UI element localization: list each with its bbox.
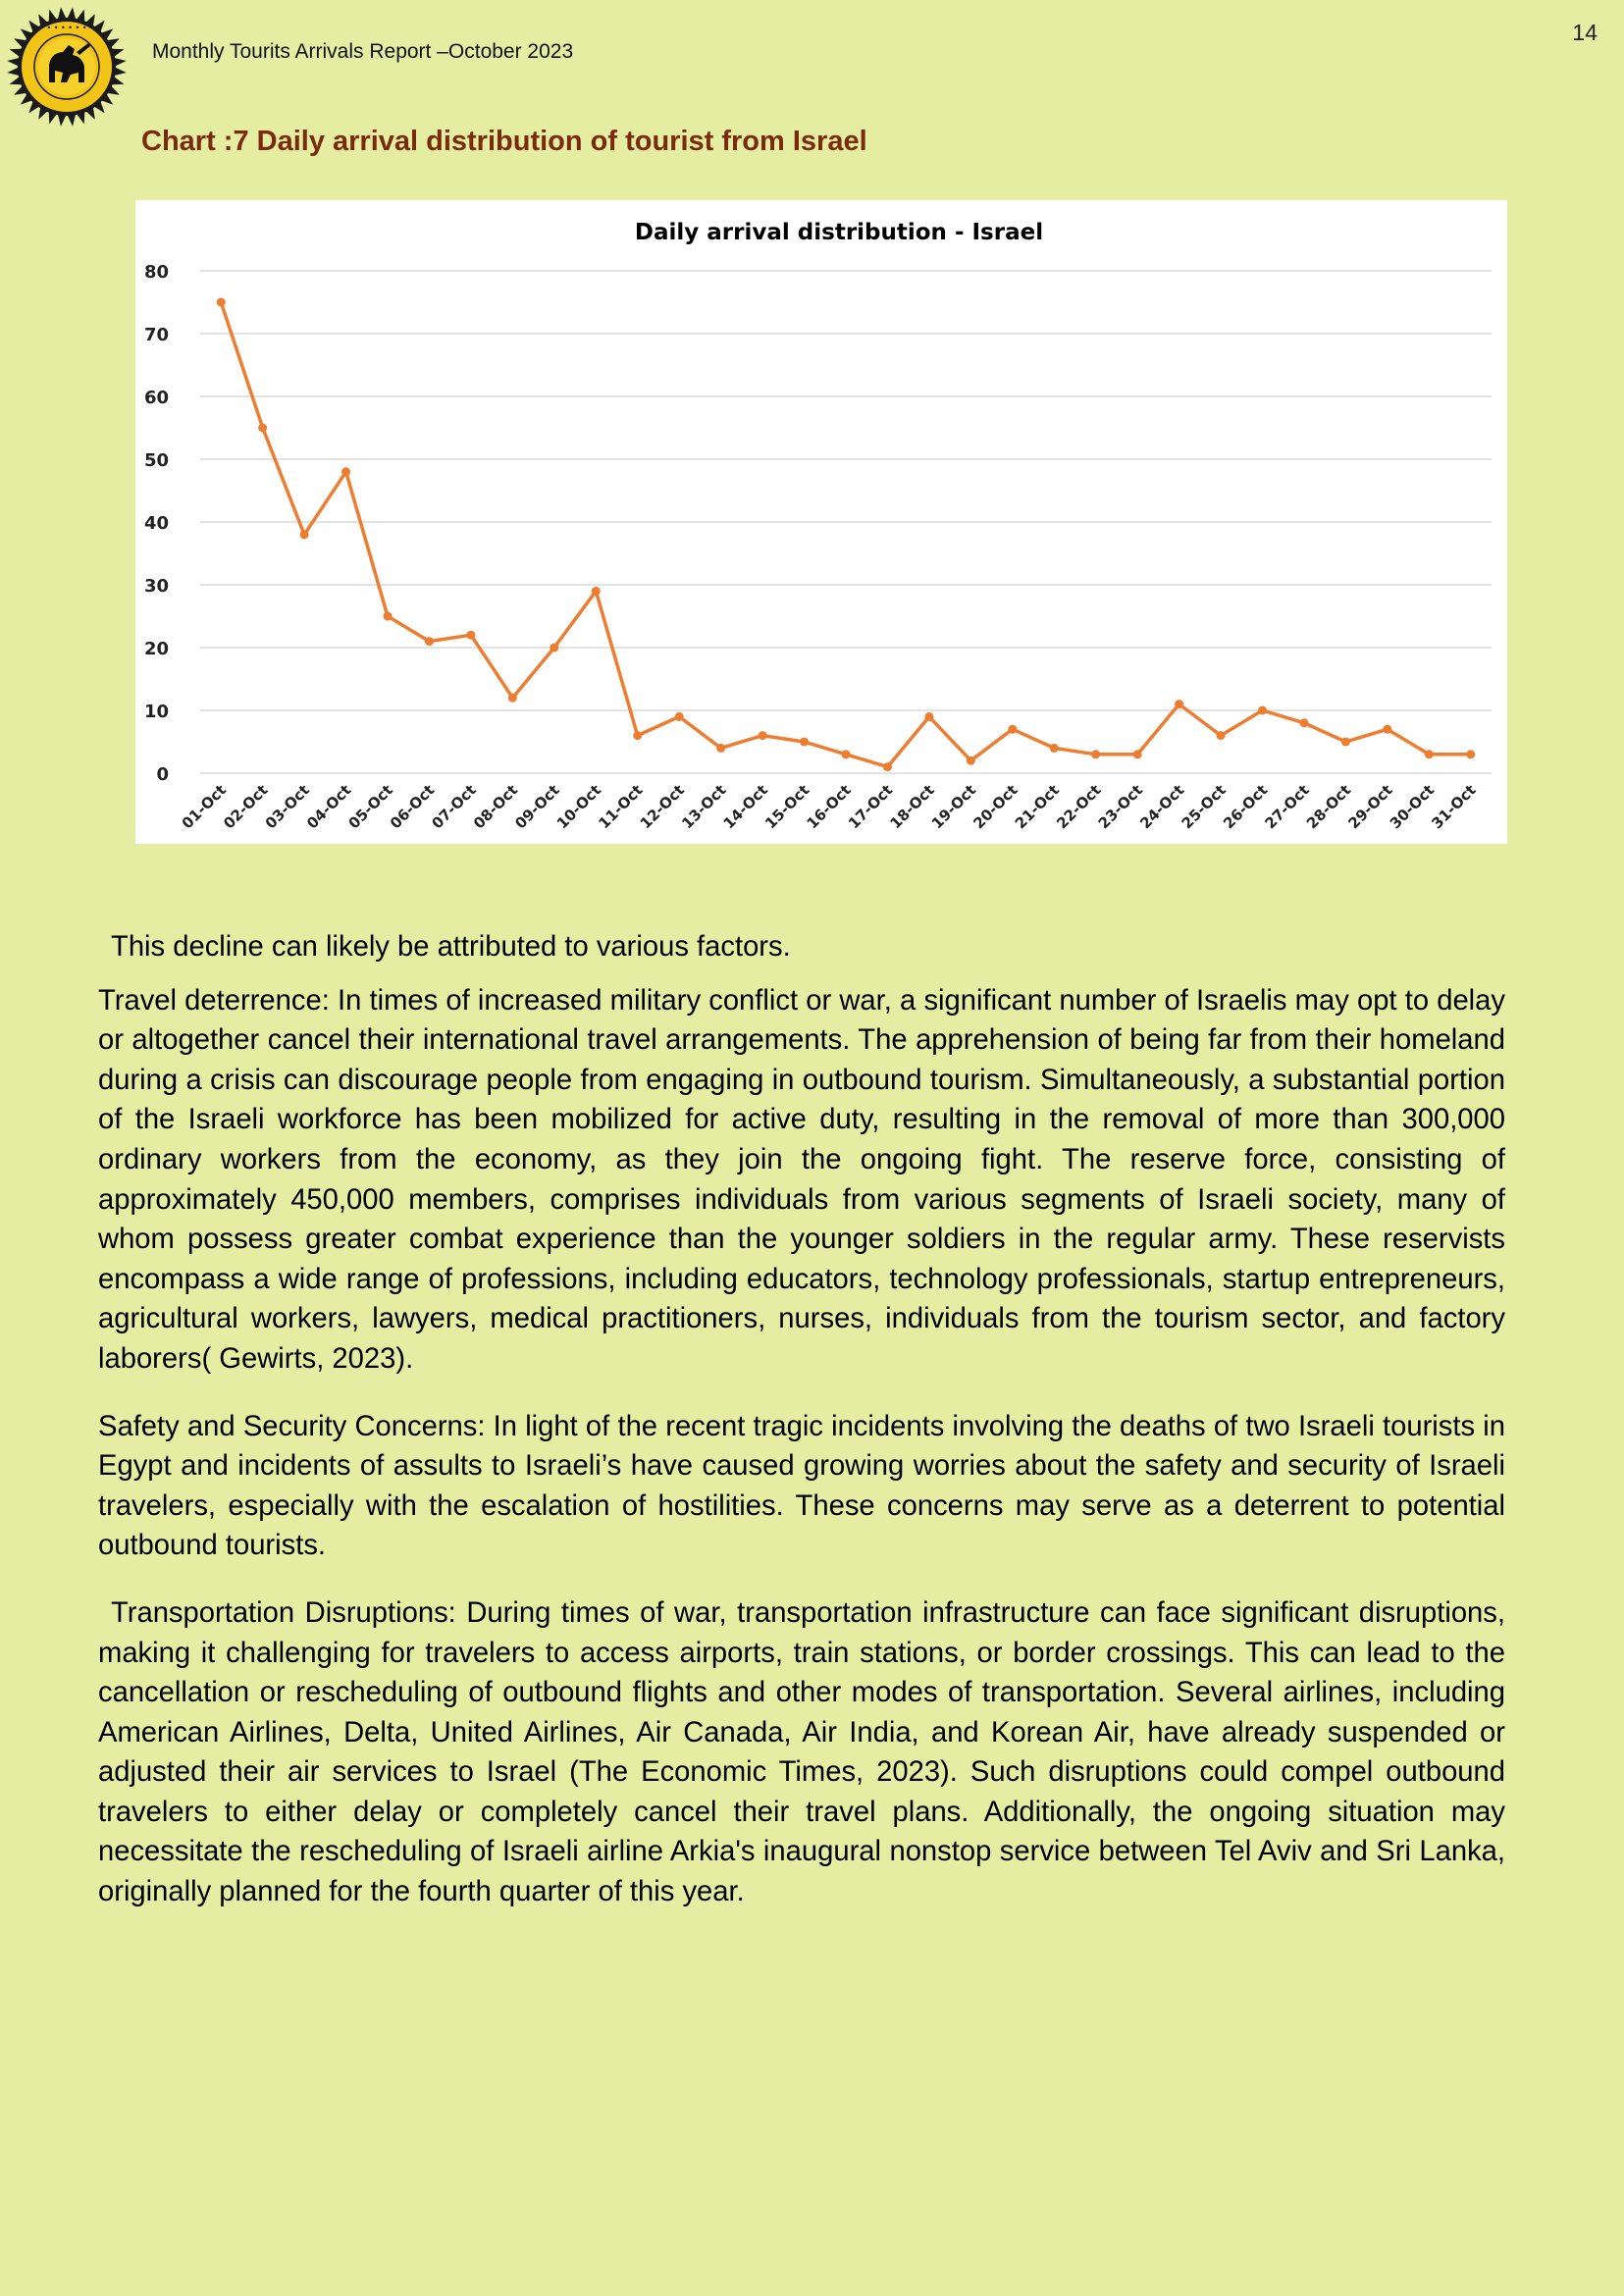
x-tick-label: 07-Oct	[428, 781, 479, 832]
x-tick-label: 01-Oct	[179, 781, 230, 832]
x-axis-ticks: 01-Oct02-Oct03-Oct04-Oct05-Oct06-Oct07-O…	[179, 781, 1480, 832]
data-point	[882, 762, 892, 772]
data-point	[424, 637, 434, 647]
x-tick-label: 31-Oct	[1428, 781, 1479, 832]
data-point	[758, 731, 767, 741]
svg-text:• • • • • •: • • • • • •	[46, 24, 86, 32]
y-tick-label: 10	[144, 702, 169, 722]
y-tick-label: 60	[144, 388, 169, 408]
data-point	[674, 711, 684, 721]
y-axis-ticks: 0 10 20 30 40 50 60 70 80	[144, 262, 169, 785]
paragraph-travel-deterrence: Travel deterrence: In times of increased…	[98, 984, 1505, 1375]
x-tick-label: 04-Oct	[303, 781, 354, 832]
series-points	[216, 297, 1476, 772]
data-point	[1049, 743, 1059, 753]
x-tick-label: 05-Oct	[345, 781, 396, 832]
data-point	[341, 467, 351, 477]
x-tick-label: 16-Oct	[804, 781, 855, 832]
x-tick-label: 30-Oct	[1387, 781, 1438, 832]
data-point	[633, 731, 643, 741]
chart-caption: Chart :7 Daily arrival distribution of t…	[141, 126, 867, 157]
x-tick-label: 02-Oct	[220, 781, 271, 832]
data-point	[1383, 724, 1392, 734]
x-tick-label: 08-Oct	[470, 781, 521, 832]
x-tick-label: 06-Oct	[387, 781, 438, 832]
data-point	[1008, 724, 1018, 734]
x-tick-label: 21-Oct	[1012, 781, 1063, 832]
y-tick-label: 70	[144, 325, 169, 345]
data-point	[1132, 750, 1142, 759]
data-point	[1258, 705, 1268, 715]
y-tick-label: 30	[144, 576, 169, 597]
x-tick-label: 03-Oct	[262, 781, 313, 832]
chart-title: Daily arrival distribution - Israel	[635, 220, 1043, 245]
data-point	[966, 756, 975, 765]
x-tick-label: 15-Oct	[761, 781, 812, 832]
data-point	[1466, 750, 1476, 759]
gridlines	[200, 270, 1492, 774]
data-point	[1175, 700, 1184, 709]
x-tick-label: 25-Oct	[1179, 781, 1230, 832]
report-header-title: Monthly Tourits Arrivals Report –October…	[152, 40, 574, 63]
tourism-authority-seal-icon: • • • • • •	[7, 7, 127, 127]
x-tick-label: 11-Oct	[595, 781, 646, 832]
body-text: This decline can likely be attributed to…	[98, 927, 1505, 1940]
line-chart: Daily arrival distribution - Israel 0 10 2…	[135, 200, 1507, 844]
x-tick-label: 19-Oct	[928, 781, 979, 832]
series-line	[219, 301, 1471, 769]
data-point	[841, 750, 851, 759]
data-point	[466, 630, 476, 640]
x-tick-label: 17-Oct	[845, 781, 896, 832]
page-number: 14	[1572, 20, 1598, 45]
x-tick-label: 23-Oct	[1095, 781, 1146, 832]
data-point	[258, 423, 268, 433]
y-tick-label: 0	[156, 764, 169, 785]
x-tick-label: 27-Oct	[1262, 781, 1313, 832]
x-tick-label: 10-Oct	[553, 781, 604, 832]
data-point	[716, 743, 726, 753]
x-tick-label: 22-Oct	[1053, 781, 1104, 832]
x-tick-label: 13-Oct	[678, 781, 729, 832]
data-point	[1216, 731, 1226, 741]
x-tick-label: 24-Oct	[1136, 781, 1187, 832]
data-point	[1340, 737, 1350, 747]
x-tick-label: 09-Oct	[511, 781, 562, 832]
data-point	[507, 693, 517, 703]
data-point	[299, 530, 309, 540]
data-point	[383, 611, 393, 621]
x-tick-label: 12-Oct	[637, 781, 688, 832]
data-point	[800, 737, 810, 747]
chart-svg: Daily arrival distribution - Israel 0 10 2…	[144, 220, 1492, 832]
x-tick-label: 18-Oct	[886, 781, 937, 832]
x-tick-label: 20-Oct	[969, 781, 1021, 832]
data-point	[550, 643, 559, 652]
paragraph-intro: This decline can likely be attributed to…	[111, 931, 791, 963]
y-tick-label: 40	[144, 513, 169, 534]
paragraph-transportation: Transportation Disruptions: During times…	[98, 1596, 1505, 1908]
y-tick-label: 80	[144, 262, 169, 283]
data-point	[591, 586, 601, 596]
data-point	[1299, 718, 1309, 728]
y-tick-label: 20	[144, 639, 169, 659]
x-tick-label: 14-Oct	[720, 781, 771, 832]
x-tick-label: 26-Oct	[1220, 781, 1271, 832]
data-point	[1424, 750, 1434, 759]
x-tick-label: 29-Oct	[1344, 781, 1395, 832]
y-tick-label: 50	[144, 450, 169, 471]
paragraph-safety-security: Safety and Security Concerns: In light o…	[98, 1410, 1505, 1562]
x-tick-label: 28-Oct	[1303, 781, 1354, 832]
data-point	[216, 297, 226, 307]
data-point	[924, 711, 934, 721]
data-point	[1091, 750, 1101, 759]
